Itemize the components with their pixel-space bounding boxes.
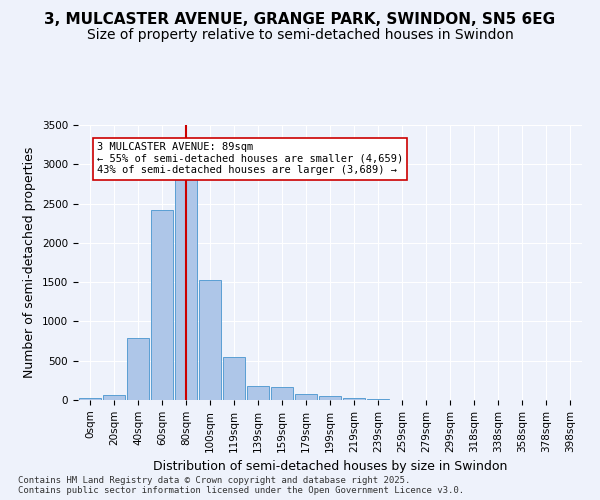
Bar (103, 396, 125, 400)
Bar (367, 399, 389, 400)
Bar (199, 280, 221, 400)
Bar (223, 357, 245, 400)
Text: 3, MULCASTER AVENUE, GRANGE PARK, SWINDON, SN5 6EG: 3, MULCASTER AVENUE, GRANGE PARK, SWINDO… (44, 12, 556, 28)
Text: 3 MULCASTER AVENUE: 89sqm
← 55% of semi-detached houses are smaller (4,659)
43% : 3 MULCASTER AVENUE: 89sqm ← 55% of semi-… (97, 142, 403, 176)
Bar (175, 173, 197, 400)
Bar (127, 338, 149, 400)
Y-axis label: Number of semi-detached properties: Number of semi-detached properties (23, 147, 37, 378)
Text: Size of property relative to semi-detached houses in Swindon: Size of property relative to semi-detach… (86, 28, 514, 42)
Bar (295, 394, 317, 400)
Bar (271, 386, 293, 400)
Bar (151, 210, 173, 400)
Bar (343, 398, 365, 400)
Bar (247, 386, 269, 400)
Bar (319, 396, 341, 400)
Bar (79, 398, 101, 400)
X-axis label: Distribution of semi-detached houses by size in Swindon: Distribution of semi-detached houses by … (153, 460, 507, 473)
Text: Contains HM Land Registry data © Crown copyright and database right 2025.
Contai: Contains HM Land Registry data © Crown c… (18, 476, 464, 495)
